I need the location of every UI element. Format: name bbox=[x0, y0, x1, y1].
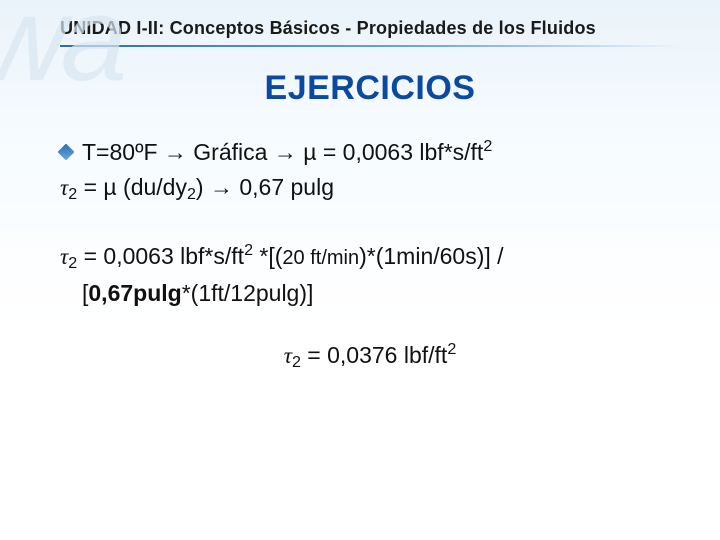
line-3: τ2 = 0,0063 lbf*s/ft2 *[(20 ft/min)*(1mi… bbox=[60, 240, 680, 275]
bullet-diamond-icon bbox=[58, 143, 75, 160]
line1-sup: 2 bbox=[483, 137, 492, 155]
line2-tail: ) → 0,67 pulg bbox=[196, 174, 334, 200]
tau-symbol-3: τ bbox=[284, 343, 292, 368]
line-2: τ2 = µ (du/dy2) → 0,67 pulg bbox=[60, 172, 680, 206]
line-1: T=80ºF → Gráfica → µ = 0,0063 lbf*s/ft2 bbox=[60, 136, 680, 168]
line2-mid: = µ (du/dy bbox=[77, 174, 187, 200]
line5-sub: 2 bbox=[292, 353, 301, 371]
line3-c: )*(1min/60s)] / bbox=[359, 242, 503, 268]
line-4: [0,67pulg*(1ft/12pulg)] bbox=[60, 278, 680, 309]
line3-sup: 2 bbox=[244, 241, 253, 259]
slide-title: EJERCICIOS bbox=[60, 69, 680, 108]
line2-sub: 2 bbox=[68, 185, 77, 203]
line1-text: T=80ºF → Gráfica → µ = 0,0063 lbf*s/ft bbox=[82, 139, 483, 165]
header-underline bbox=[60, 45, 680, 47]
line3-sub: 2 bbox=[68, 253, 77, 271]
line2-sub2: 2 bbox=[187, 185, 196, 203]
line3-a: = 0,0063 lbf*s/ft bbox=[77, 242, 244, 268]
line-5: τ2 = 0,0376 lbf/ft2 bbox=[60, 339, 680, 374]
line3-small: 20 ft/min bbox=[282, 246, 359, 268]
line4-b: *(1ft/12pulg)] bbox=[182, 280, 314, 306]
slide-header: UNIDAD I-II: Conceptos Básicos - Propied… bbox=[60, 18, 680, 39]
line3-b: *[( bbox=[253, 242, 282, 268]
line4-bold: 0,67pulg bbox=[88, 280, 181, 306]
line5-eq: = 0,0376 lbf/ft bbox=[301, 342, 447, 368]
tau-symbol-2: τ bbox=[60, 243, 68, 268]
line5-sup: 2 bbox=[447, 340, 456, 358]
tau-symbol: τ bbox=[60, 175, 68, 200]
slide: wa UNIDAD I-II: Conceptos Básicos - Prop… bbox=[0, 0, 720, 540]
slide-body: T=80ºF → Gráfica → µ = 0,0063 lbf*s/ft2 … bbox=[60, 136, 680, 374]
